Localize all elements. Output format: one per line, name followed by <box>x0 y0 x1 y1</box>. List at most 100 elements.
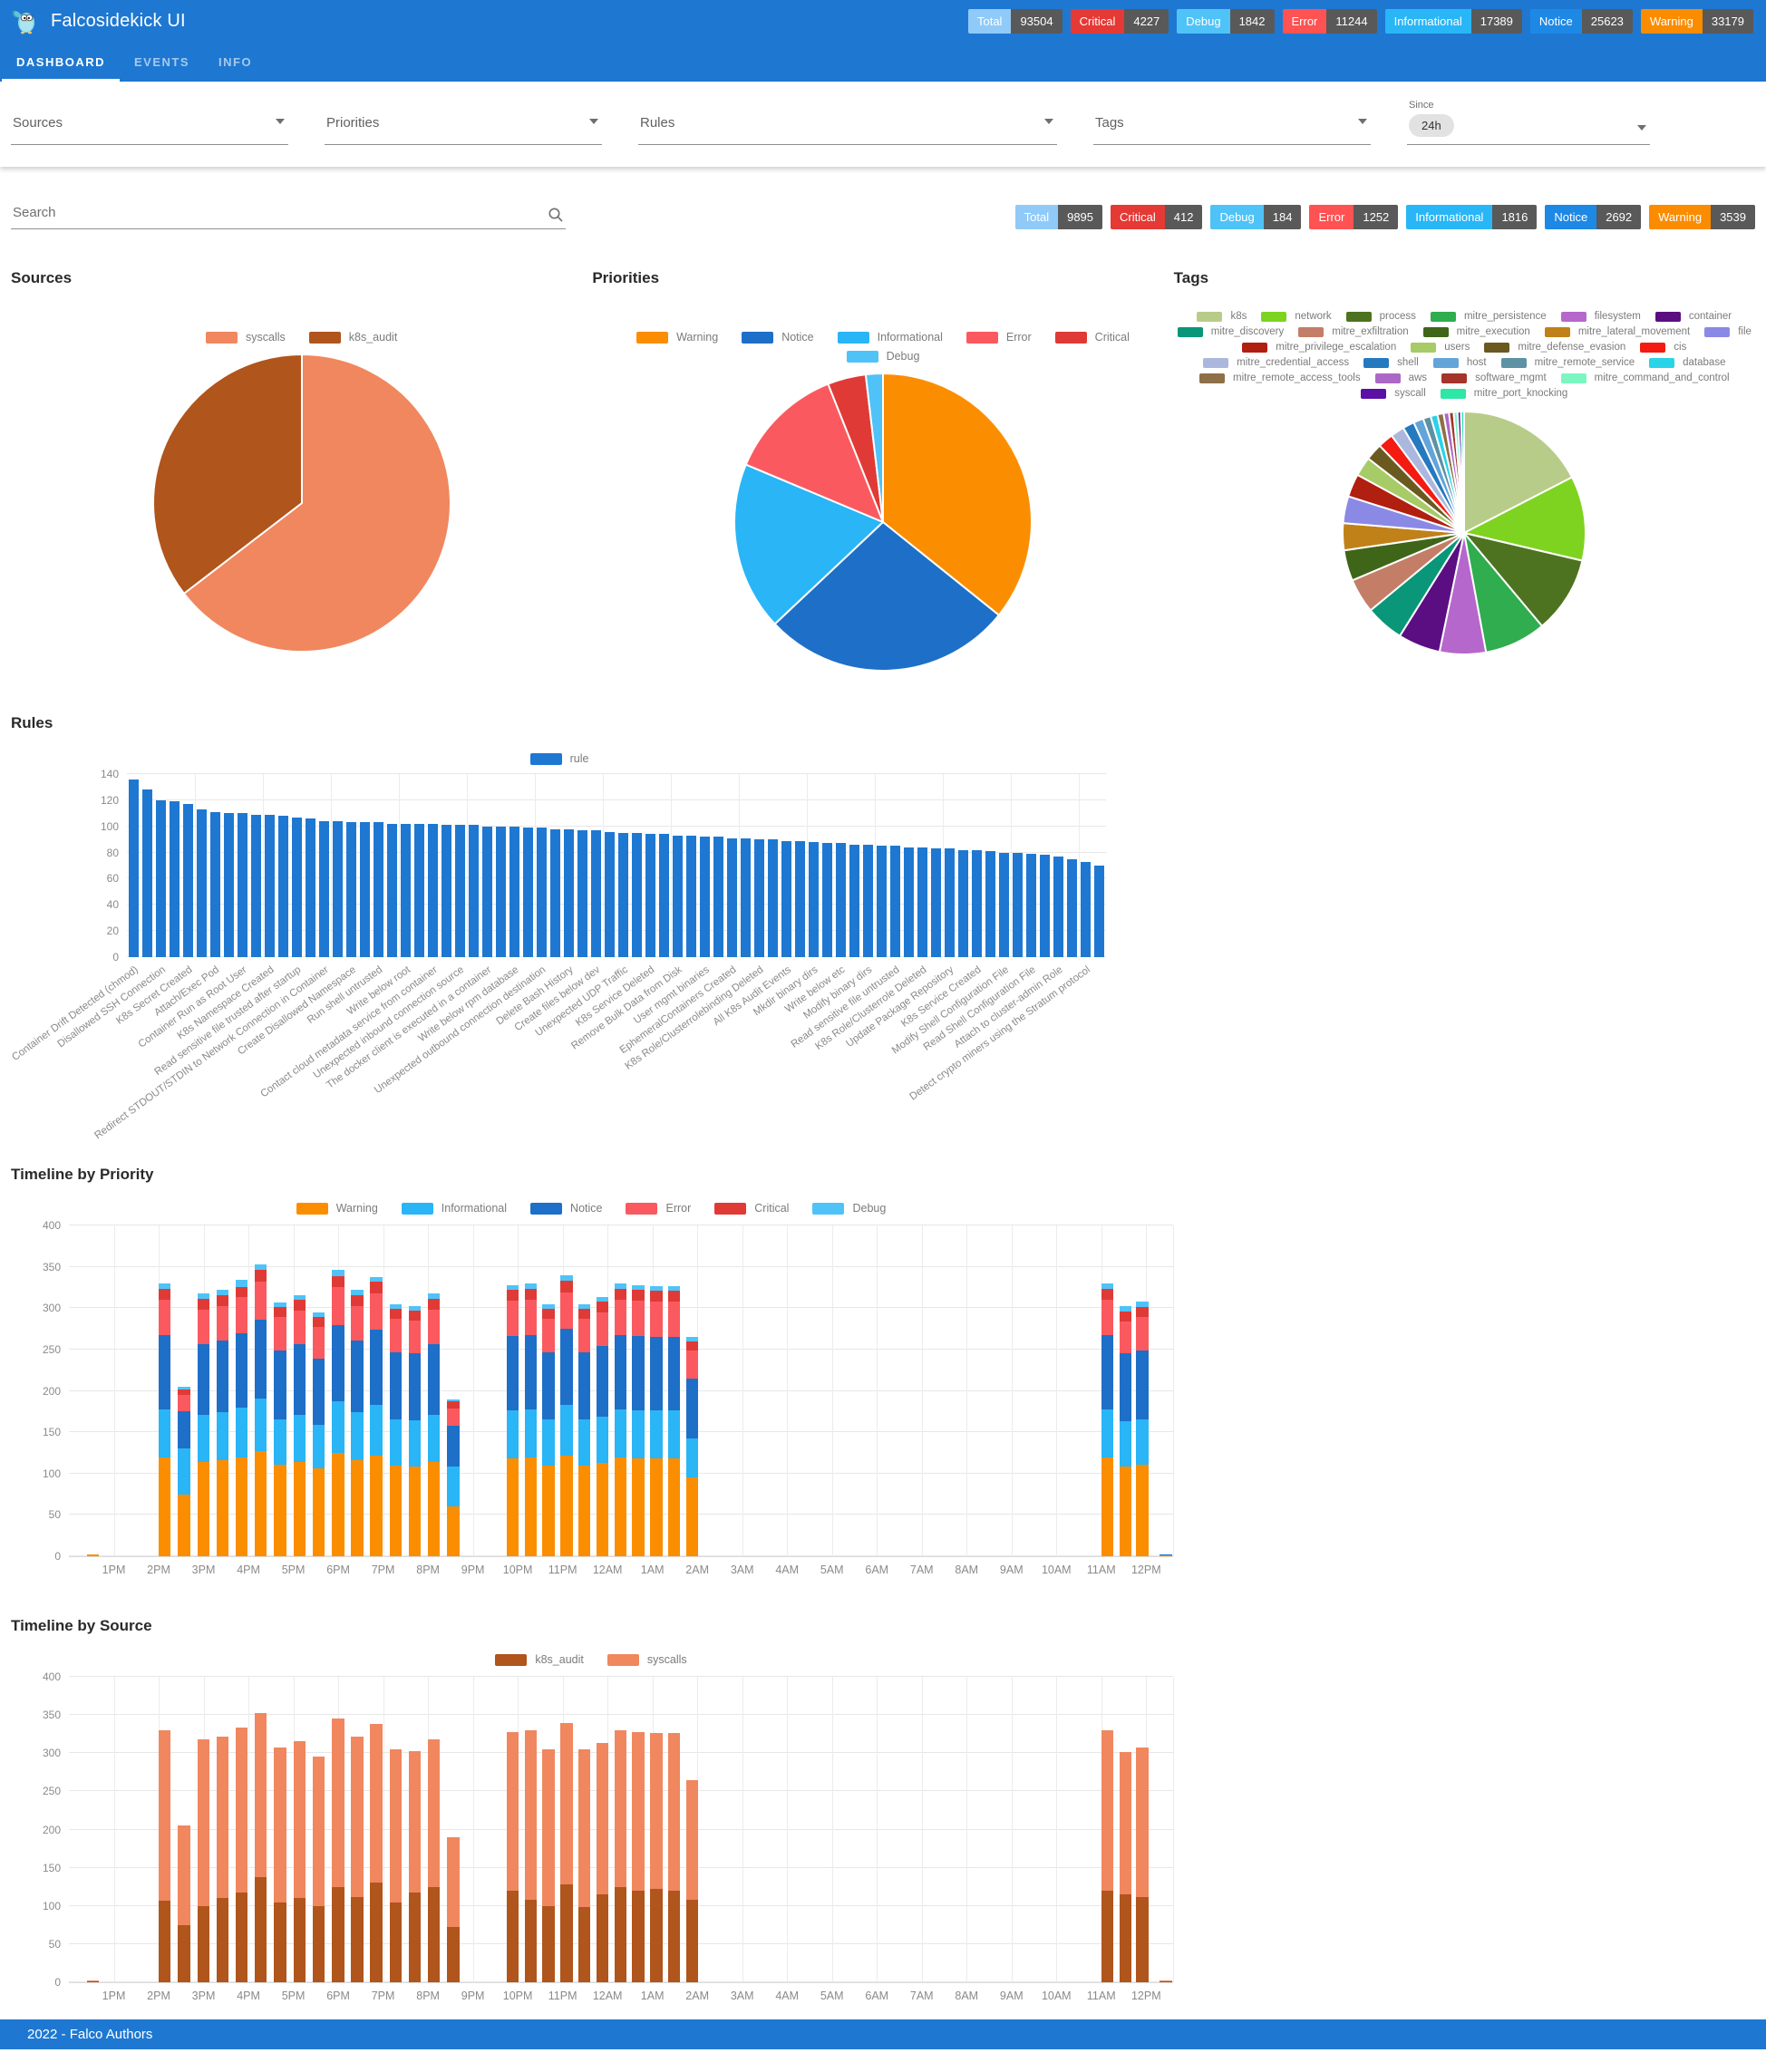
x-axis-tick: 1AM <box>640 1564 665 1576</box>
legend-item-k8s[interactable]: k8s <box>1197 311 1247 322</box>
legend-item-debug[interactable]: Debug <box>846 350 919 363</box>
segment-debug <box>447 1399 460 1402</box>
legend-item-users[interactable]: users <box>1411 342 1470 353</box>
segment-k8s_audit <box>178 1924 190 1982</box>
timeline-bar <box>254 1712 267 1982</box>
legend-item-mitre-credential-access[interactable]: mitre_credential_access <box>1203 357 1349 368</box>
segment-notice <box>667 1337 681 1410</box>
x-axis-tick: 4AM <box>775 1564 800 1576</box>
legend-item-informational[interactable]: Informational <box>401 1202 507 1215</box>
pie-slice-error <box>744 382 884 523</box>
timeline-bar <box>235 1727 248 1982</box>
legend-swatch <box>837 331 869 344</box>
legend-item-notice[interactable]: Notice <box>742 331 814 344</box>
chevron-down-icon <box>276 119 285 124</box>
segment-notice <box>685 1378 699 1438</box>
legend-item-error[interactable]: Error <box>965 331 1032 344</box>
legend-item-critical[interactable]: Critical <box>714 1202 789 1215</box>
segment-critical <box>408 1311 422 1321</box>
legend-item-cis[interactable]: cis <box>1640 342 1686 353</box>
badge-value: 1252 <box>1354 205 1399 229</box>
segment-debug <box>428 1293 441 1300</box>
legend-label: Warning <box>676 331 719 344</box>
tab-dashboard[interactable]: DASHBOARD <box>2 42 120 82</box>
timeline-bar <box>667 1285 681 1556</box>
y-axis-tick: 50 <box>48 1508 61 1522</box>
legend-item-k8s-audit[interactable]: k8s_audit <box>308 331 397 344</box>
legend-item-mitre-exfiltration[interactable]: mitre_exfiltration <box>1298 326 1409 337</box>
y-axis-tick: 0 <box>54 1976 61 1989</box>
legend-item-error[interactable]: Error <box>626 1202 691 1215</box>
segment-syscalls <box>596 1743 609 1895</box>
timeline-bar <box>1101 1730 1114 1982</box>
legend-item-mitre-remote-access-tools[interactable]: mitre_remote_access_tools <box>1198 373 1361 383</box>
footer: 2022 - Falco Authors <box>0 2019 1766 2049</box>
legend-item-mitre-command-and-control[interactable]: mitre_command_and_control <box>1560 373 1730 383</box>
search-icon[interactable] <box>548 207 564 223</box>
segment-informational <box>389 1419 402 1466</box>
segment-informational <box>312 1424 325 1469</box>
legend-item-container[interactable]: container <box>1654 311 1732 322</box>
legend-item-k8s-audit[interactable]: k8s_audit <box>495 1653 584 1666</box>
tags-select[interactable]: Tags <box>1093 110 1371 145</box>
segment-notice <box>614 1335 626 1409</box>
segment-debug <box>632 1284 645 1291</box>
since-select[interactable]: Since 24h <box>1407 100 1650 145</box>
legend-item-network[interactable]: network <box>1261 311 1332 322</box>
sources-select[interactable]: Sources <box>11 110 288 145</box>
legend-item-informational[interactable]: Informational <box>837 331 943 344</box>
legend-item-mitre-execution[interactable]: mitre_execution <box>1422 326 1530 337</box>
legend-item-host[interactable]: host <box>1432 357 1487 368</box>
badge-informational: Informational 1816 <box>1406 205 1538 229</box>
search-input[interactable] <box>13 205 539 220</box>
segment-warning <box>1160 1555 1172 1556</box>
legend-item-critical[interactable]: Critical <box>1054 331 1130 344</box>
rule-bar <box>917 847 927 957</box>
rule-bar <box>1026 854 1036 957</box>
segment-informational <box>370 1405 383 1456</box>
legend-item-mitre-privilege-escalation[interactable]: mitre_privilege_escalation <box>1242 342 1396 353</box>
rules-select[interactable]: Rules <box>638 110 1057 145</box>
legend-item-warning[interactable]: Warning <box>636 331 718 344</box>
rule-bar <box>523 828 533 957</box>
legend-item-rule[interactable]: rule <box>529 752 588 765</box>
legend-item-mitre-discovery[interactable]: mitre_discovery <box>1177 326 1284 337</box>
segment-informational <box>293 1414 306 1462</box>
legend-item-mitre-lateral-movement[interactable]: mitre_lateral_movement <box>1544 326 1690 337</box>
legend-item-mitre-port-knocking[interactable]: mitre_port_knocking <box>1440 388 1567 399</box>
legend-item-shell[interactable]: shell <box>1363 357 1419 368</box>
legend-item-filesystem[interactable]: filesystem <box>1560 311 1641 322</box>
segment-notice <box>312 1358 325 1425</box>
segment-warning <box>650 1458 663 1556</box>
legend-item-syscalls[interactable]: syscalls <box>206 331 286 344</box>
legend-item-warning[interactable]: Warning <box>296 1202 378 1215</box>
legend-item-mitre-remote-service[interactable]: mitre_remote_service <box>1500 357 1635 368</box>
tab-info[interactable]: INFO <box>218 54 253 69</box>
legend-item-mitre-defense-evasion[interactable]: mitre_defense_evasion <box>1484 342 1625 353</box>
y-axis-tick: 80 <box>106 846 119 859</box>
legend-item-process[interactable]: process <box>1345 311 1416 322</box>
legend-item-aws[interactable]: aws <box>1374 373 1427 383</box>
legend-item-syscalls[interactable]: syscalls <box>606 1653 687 1666</box>
since-value-chip[interactable]: 24h <box>1409 114 1454 137</box>
rule-bar <box>1013 852 1023 957</box>
segment-critical <box>560 1281 573 1293</box>
legend-item-software-mgmt[interactable]: software_mgmt <box>1441 373 1547 383</box>
legend-item-notice[interactable]: Notice <box>530 1202 602 1215</box>
timeline-bar <box>560 1722 573 1982</box>
segment-informational <box>667 1409 681 1459</box>
segment-notice <box>254 1320 267 1399</box>
legend-item-file[interactable]: file <box>1704 326 1751 337</box>
legend-item-syscall[interactable]: syscall <box>1361 388 1426 399</box>
tab-events[interactable]: EVENTS <box>134 54 190 69</box>
y-axis-tick: 200 <box>42 1823 61 1836</box>
legend-item-database[interactable]: database <box>1649 357 1725 368</box>
badge-value: 1842 <box>1229 8 1275 34</box>
sources-legend: syscalls k8s_audit <box>11 331 592 344</box>
rule-bar <box>713 837 723 957</box>
priorities-select[interactable]: Priorities <box>325 110 602 145</box>
legend-item-mitre-persistence[interactable]: mitre_persistence <box>1430 311 1547 322</box>
legend-item-debug[interactable]: Debug <box>812 1202 886 1215</box>
segment-notice <box>577 1351 591 1420</box>
search-field[interactable] <box>11 201 566 229</box>
